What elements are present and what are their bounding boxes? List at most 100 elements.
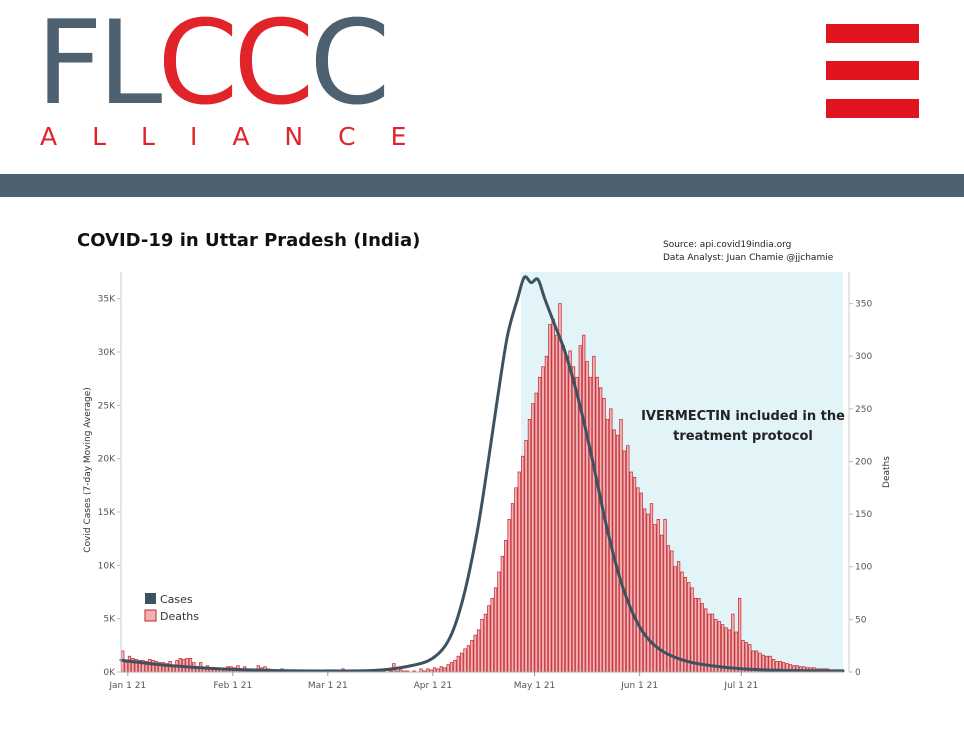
deaths-bar xyxy=(561,345,565,673)
deaths-bar xyxy=(531,403,535,673)
logo-subtext: ALLIANCE xyxy=(40,122,442,151)
deaths-bar xyxy=(507,519,511,673)
deaths-bar xyxy=(514,487,518,673)
deaths-bar xyxy=(487,605,491,673)
deaths-bar xyxy=(473,634,477,673)
legend-deaths-swatch xyxy=(144,609,157,622)
deaths-bar xyxy=(483,613,488,673)
right-axis-title: Deaths xyxy=(882,456,892,488)
deaths-bar xyxy=(683,576,688,673)
deaths-bar xyxy=(541,366,545,673)
deaths-bar xyxy=(476,629,481,673)
deaths-bar xyxy=(524,440,528,673)
legend-deaths-label: Deaths xyxy=(160,610,199,623)
deaths-bar xyxy=(185,657,189,673)
deaths-bar xyxy=(734,631,738,673)
deaths-bar xyxy=(646,513,650,673)
right-tick-label: 300 xyxy=(855,352,872,362)
deaths-bar xyxy=(721,624,725,673)
deaths-bar xyxy=(470,640,474,673)
right-tick-label: 250 xyxy=(855,405,872,415)
deaths-bar xyxy=(521,455,525,673)
deaths-bar xyxy=(551,319,555,673)
deaths-bar xyxy=(585,361,589,673)
deaths-bar xyxy=(707,613,711,673)
deaths-bar xyxy=(598,387,603,673)
deaths-bar xyxy=(737,597,742,673)
logo-wordmark: FLCCC xyxy=(36,6,390,122)
deaths-bar xyxy=(697,597,701,673)
analyst-credit: Data Analyst: Juan Chamie @jjchamie xyxy=(663,253,834,263)
deaths-bar xyxy=(663,519,667,673)
deaths-bar xyxy=(446,664,450,673)
deaths-bar xyxy=(456,655,460,673)
deaths-bar xyxy=(127,655,132,673)
right-tick-label: 50 xyxy=(855,615,867,625)
deaths-bar xyxy=(619,419,623,673)
deaths-bar xyxy=(717,621,721,673)
deaths-bar xyxy=(700,603,704,673)
deaths-bar xyxy=(643,508,647,673)
left-tick-label: 0K xyxy=(103,668,116,678)
header-divider xyxy=(0,174,964,197)
right-tick-label: 100 xyxy=(855,563,872,573)
deaths-bar xyxy=(710,613,715,673)
cases-line xyxy=(119,275,845,673)
deaths-bar xyxy=(148,659,152,673)
logo-text-c: C xyxy=(309,0,390,131)
deaths-bar xyxy=(443,667,447,673)
left-tick-label: 20K xyxy=(98,455,116,465)
logo-text-cc-red: CC xyxy=(157,0,314,131)
deaths-bar xyxy=(602,397,606,673)
deaths-bar xyxy=(188,657,193,673)
deaths-bar xyxy=(714,619,718,673)
left-tick-label: 30K xyxy=(98,348,116,358)
deaths-bar xyxy=(534,392,538,673)
deaths-bar xyxy=(687,582,691,673)
deaths-bar xyxy=(727,629,732,673)
deaths-bar xyxy=(626,445,630,673)
legend-cases-label: Cases xyxy=(160,593,193,606)
legend: Cases Deaths xyxy=(144,593,199,623)
right-tick-label: 200 xyxy=(855,457,872,467)
deaths-bar xyxy=(636,487,640,673)
annotation-line-2: treatment protocol xyxy=(673,429,813,444)
deaths-bar xyxy=(124,662,128,673)
deaths-bar xyxy=(504,540,508,673)
chart-title: COVID-19 in Uttar Pradesh (India) xyxy=(77,230,421,251)
deaths-bar xyxy=(568,350,572,673)
deaths-bar xyxy=(690,587,694,673)
left-axis-title: Covid Cases (7-day Moving Average) xyxy=(83,387,93,553)
deaths-bar xyxy=(480,619,484,673)
deaths-bar xyxy=(704,608,708,673)
x-tick-label: Jan 1 21 xyxy=(108,681,146,691)
deaths-bar xyxy=(741,640,745,673)
x-tick-label: May 1 21 xyxy=(514,681,556,691)
x-tick-label: Jun 1 21 xyxy=(620,681,658,691)
deaths-bar xyxy=(517,471,521,673)
deaths-bar xyxy=(575,376,579,673)
deaths-bar xyxy=(595,376,599,673)
deaths-bar xyxy=(605,419,610,673)
deaths-bar xyxy=(432,667,437,673)
flag-stripe xyxy=(826,61,919,80)
deaths-bar xyxy=(497,571,501,673)
source-credit: Source: api.covid19india.org xyxy=(663,240,792,250)
left-tick-label: 5K xyxy=(103,615,116,625)
x-tick-label: Apr 1 21 xyxy=(414,681,452,691)
deaths-bar xyxy=(653,524,657,673)
deaths-bar xyxy=(463,648,467,673)
deaths-bar xyxy=(670,550,674,673)
left-tick-label: 10K xyxy=(98,561,116,571)
deaths-bar xyxy=(629,471,633,673)
legend-cases-swatch xyxy=(145,593,156,604)
deaths-bar xyxy=(632,476,637,673)
deaths-bar xyxy=(680,571,684,673)
left-tick-label: 15K xyxy=(98,508,116,518)
deaths-bar xyxy=(554,334,559,673)
x-axis-ticks: Jan 1 21 Feb 1 21 Mar 1 21 Apr 1 21 May 1 21… xyxy=(108,672,758,691)
deaths-bar xyxy=(649,503,654,673)
deaths-bar xyxy=(724,627,728,673)
right-tick-label: 0 xyxy=(855,668,861,678)
